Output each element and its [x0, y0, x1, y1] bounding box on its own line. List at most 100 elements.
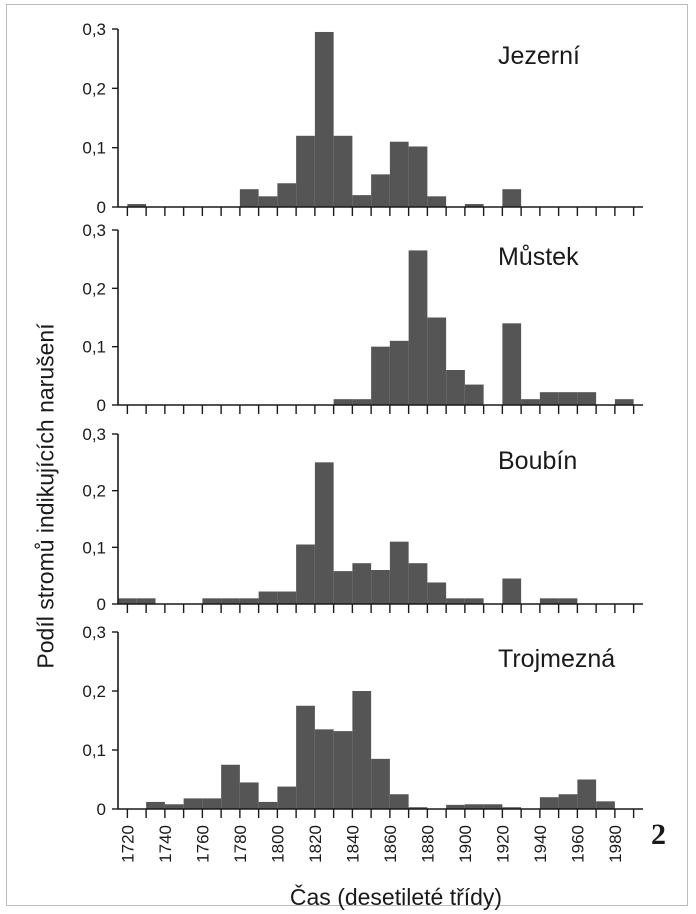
y-tick-label: 0,2: [82, 682, 106, 701]
panel-0: 0 0,1 0,2 0,3 Jezerní: [82, 20, 643, 217]
y-tick-label: 0,1: [82, 338, 106, 357]
bar: [539, 797, 559, 809]
x-tick-label: 1900: [456, 825, 475, 863]
bar: [502, 323, 522, 405]
x-tick-label: 1820: [306, 825, 325, 863]
panel-title: Boubín: [498, 447, 577, 475]
bar: [202, 598, 222, 604]
y-axis-title: Podíl stromů indikujících narušení: [32, 323, 59, 669]
bar: [183, 798, 203, 809]
bar: [371, 346, 390, 405]
bar: [446, 804, 465, 809]
y-tick-label: 0,1: [82, 139, 106, 158]
bar: [221, 598, 240, 604]
bar: [239, 598, 259, 604]
x-tick-label: 1860: [381, 825, 400, 863]
bar: [408, 146, 428, 207]
y-tick-label: 0,1: [82, 741, 106, 760]
bar: [333, 731, 353, 809]
x-tick-label: 1800: [268, 825, 287, 863]
bar: [352, 399, 372, 405]
bar: [614, 399, 634, 405]
bar: [352, 563, 372, 604]
x-tick-label: 1920: [493, 825, 512, 863]
x-tick-label: 1940: [531, 825, 550, 863]
bar: [277, 786, 297, 809]
y-tick-label: 0: [97, 595, 106, 614]
bar: [427, 196, 447, 207]
bar: [464, 804, 484, 809]
figure-number: 2: [651, 818, 666, 851]
bar: [136, 598, 156, 604]
y-tick-label: 0: [97, 800, 106, 819]
bar: [277, 591, 297, 604]
x-tick-label: 1720: [118, 825, 137, 863]
bar: [521, 399, 540, 405]
x-tick-label: 1840: [343, 825, 362, 863]
bar: [146, 801, 165, 809]
bar: [558, 794, 578, 809]
bar: [258, 801, 278, 809]
bar: [333, 135, 353, 207]
bar: [371, 174, 390, 207]
bar: [596, 801, 615, 809]
panel-2: 0 0,1 0,2 0,3 Boubín: [82, 425, 643, 614]
bar: [464, 598, 484, 604]
y-tick-label: 0,3: [82, 20, 106, 39]
bar: [296, 135, 315, 207]
y-tick-label: 0,3: [82, 221, 106, 240]
y-tick-label: 0,2: [82, 79, 106, 98]
bar: [558, 598, 578, 604]
bar: [577, 779, 597, 809]
panel-title: Můstek: [498, 243, 579, 271]
bar: [408, 250, 428, 405]
y-tick-label: 0,1: [82, 538, 106, 557]
x-tick-label: 1760: [193, 825, 212, 863]
bar: [371, 758, 390, 809]
bar: [164, 804, 184, 809]
bar: [464, 384, 484, 405]
bar: [389, 541, 409, 604]
bar: [502, 807, 522, 809]
bar: [577, 392, 597, 405]
bar: [258, 591, 278, 604]
x-tick-label: 1880: [418, 825, 437, 863]
panel-3: 0 0,1 0,2 0,3 Trojmezná: [82, 623, 643, 819]
bar: [202, 798, 222, 809]
bar: [221, 764, 240, 809]
y-tick-label: 0,2: [82, 279, 106, 298]
bar: [352, 195, 372, 207]
bar: [314, 729, 334, 809]
bar: [389, 340, 409, 405]
x-tick-label: 1960: [568, 825, 587, 863]
x-axis-title: Čas (desetileté třídy): [289, 884, 503, 910]
bar: [296, 544, 315, 604]
bar: [118, 598, 137, 604]
bar: [446, 370, 465, 405]
bar: [464, 204, 484, 207]
bar: [389, 794, 409, 809]
bar: [296, 705, 315, 809]
bar: [558, 392, 578, 405]
bar: [502, 578, 522, 604]
y-tick-label: 0,2: [82, 482, 106, 501]
panel-title: Trojmezná: [498, 645, 615, 673]
bar: [539, 392, 559, 405]
bar: [483, 804, 503, 809]
panel-title: Jezerní: [498, 42, 580, 70]
bar: [333, 399, 353, 405]
panel-1: 0 0,1 0,2 0,3 Můstek: [82, 221, 643, 415]
bar: [239, 189, 259, 207]
bar: [389, 141, 409, 207]
bar: [352, 691, 372, 809]
bar: [408, 807, 428, 809]
y-tick-label: 0,3: [82, 623, 106, 642]
bar: [371, 570, 390, 604]
bar: [314, 31, 334, 207]
bar: [239, 782, 259, 809]
x-tick-label: 1980: [606, 825, 625, 863]
y-tick-label: 0: [97, 198, 106, 217]
bar: [314, 462, 334, 604]
bar: [277, 183, 297, 207]
